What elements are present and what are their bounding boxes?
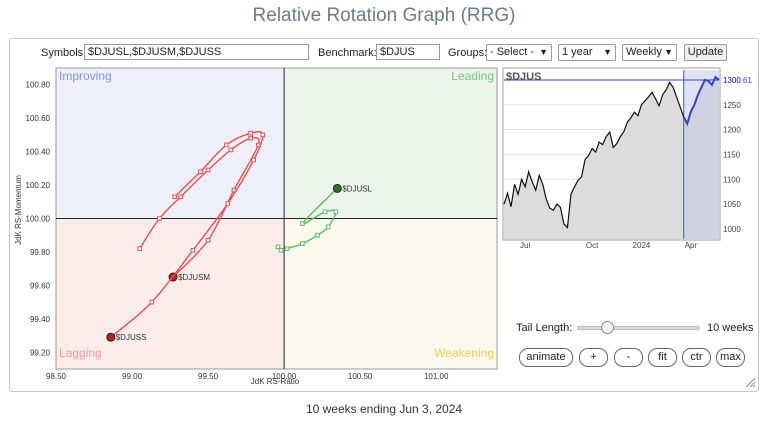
chevron-down-icon: ▼ bbox=[603, 47, 612, 57]
groups-select[interactable]: - Select - ▼ bbox=[486, 44, 552, 61]
zoom-out-button[interactable]: - bbox=[614, 348, 643, 367]
max-button[interactable]: max bbox=[716, 348, 745, 367]
interval-select[interactable]: Weekly ▼ bbox=[622, 44, 677, 61]
interval-select-value: Weekly bbox=[626, 46, 662, 58]
tail-length-slider-thumb[interactable] bbox=[601, 321, 615, 334]
chevron-down-icon: ▼ bbox=[664, 47, 673, 57]
tail-length-label: Tail Length: bbox=[516, 322, 573, 334]
control-bar: Symbols: Benchmark: Groups: - Select -▼ … bbox=[0, 43, 768, 63]
tail-length-value: 10 weeks bbox=[707, 322, 754, 334]
animate-button[interactable]: animate bbox=[519, 348, 573, 367]
rrg-panel bbox=[9, 38, 759, 392]
center-button[interactable]: ctr bbox=[682, 348, 711, 367]
footer-caption: 10 weeks ending Jun 3, 2024 bbox=[305, 402, 463, 416]
zoom-in-button[interactable]: + bbox=[579, 348, 608, 367]
groups-label: Groups: bbox=[448, 47, 488, 59]
groups-select-value: - Select - bbox=[490, 46, 535, 58]
symbols-label: Symbols: bbox=[41, 47, 87, 59]
symbols-input[interactable] bbox=[84, 44, 309, 60]
page-title: Relative Rotation Graph (RRG) bbox=[252, 5, 516, 26]
period-select[interactable]: 1 year ▼ bbox=[558, 44, 616, 61]
benchmark-input[interactable] bbox=[376, 44, 440, 60]
update-button[interactable]: Update bbox=[684, 44, 727, 61]
fit-button[interactable]: fit bbox=[648, 348, 677, 367]
period-select-value: 1 year bbox=[562, 46, 593, 58]
tail-length-slider[interactable] bbox=[577, 326, 700, 330]
resize-grip-icon[interactable] bbox=[744, 376, 756, 388]
benchmark-label: Benchmark: bbox=[318, 47, 377, 59]
chevron-down-icon: ▼ bbox=[539, 47, 548, 57]
